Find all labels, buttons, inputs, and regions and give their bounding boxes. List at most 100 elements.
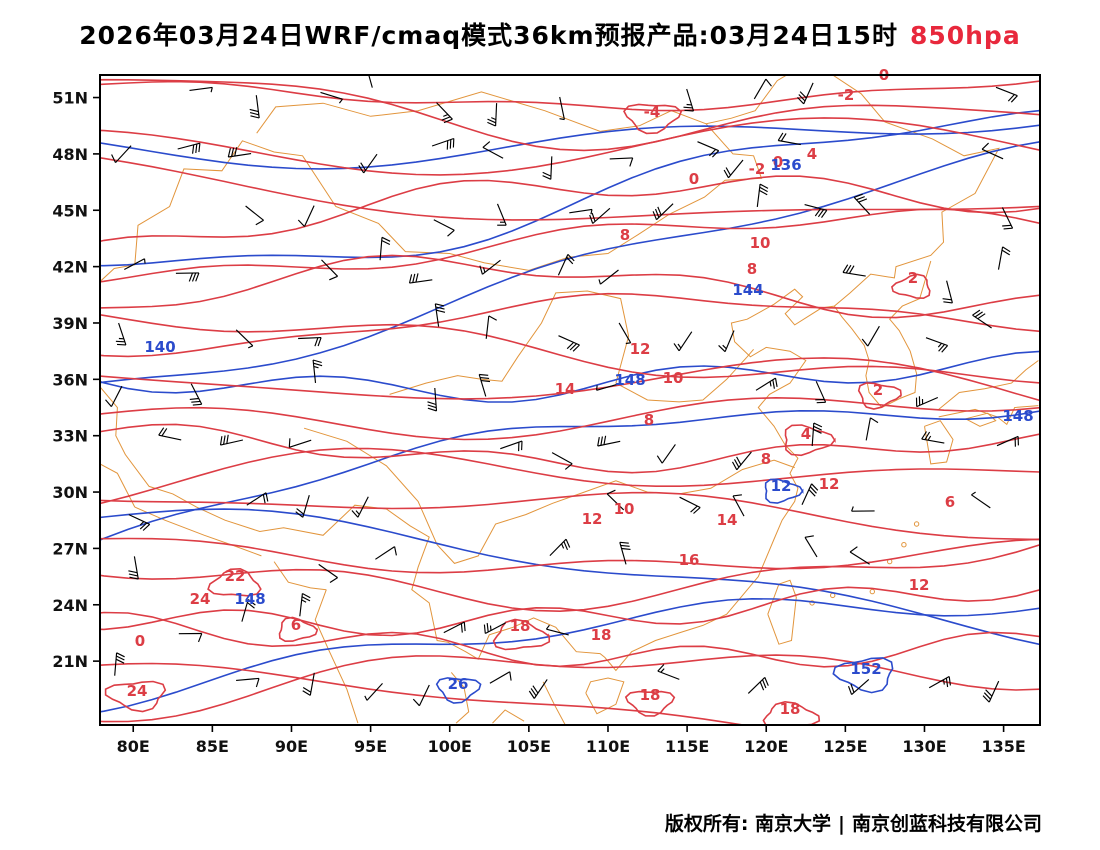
wind-barb <box>482 141 504 159</box>
red-contour-label: -2 <box>838 86 855 104</box>
x-axis-label: 120E <box>744 737 788 756</box>
wind-barb <box>364 683 383 701</box>
wind-barb <box>299 592 311 617</box>
wind-barb <box>731 451 752 471</box>
wind-barb <box>679 496 701 514</box>
wind-barb <box>971 491 991 509</box>
red-contour-label: 24 <box>190 590 211 608</box>
red-contour-label: -4 <box>644 103 661 121</box>
coastline-border-path <box>314 589 359 724</box>
wind-barb <box>245 205 264 226</box>
wind-barb <box>431 137 455 150</box>
chart-title: 2026年03月24日WRF/cmaq模式36km预报产品:03月24日15时 8… <box>0 16 1100 52</box>
wind-barb <box>320 91 343 104</box>
temperature-contour-line <box>100 662 749 725</box>
y-axis-label: 42N <box>52 258 88 277</box>
wind-barb <box>128 556 139 580</box>
coastline-border-path <box>134 506 262 557</box>
wind-barb <box>549 538 571 557</box>
red-contour-label: 12 <box>582 510 603 528</box>
red-contour-label: 18 <box>591 626 612 644</box>
island-outline <box>869 588 875 595</box>
wind-barb <box>496 203 507 226</box>
wind-barb <box>747 676 769 694</box>
wind-barb <box>981 142 1004 160</box>
blue-contour-label: 26 <box>448 675 469 693</box>
temperature-contour-line <box>100 117 1040 176</box>
blue-contour-label: 136 <box>770 156 801 174</box>
temperature-contour-loop <box>890 273 931 300</box>
temperature-contour-loop <box>784 424 836 457</box>
x-axis-label: 115E <box>665 737 709 756</box>
chart-title-pressure-level: 850hpa <box>909 21 1021 50</box>
wind-barb <box>408 273 433 284</box>
wind-barb <box>483 622 506 635</box>
wind-barb <box>358 153 378 174</box>
wind-barb <box>597 435 621 447</box>
red-contour-label: 18 <box>510 617 531 635</box>
temperature-contour-loop <box>104 680 167 713</box>
wind-barb <box>718 330 735 353</box>
height-contour-line <box>100 124 1040 170</box>
coastline-border-path <box>389 290 754 403</box>
wind-barb <box>375 546 397 560</box>
copyright-divider: | <box>838 813 845 835</box>
wind-barb <box>433 219 455 237</box>
wind-barb <box>114 652 125 676</box>
wind-barb <box>219 434 244 446</box>
red-contour-label: 10 <box>750 234 771 252</box>
wind-barb <box>189 383 203 406</box>
temperature-contour-loop <box>207 567 262 597</box>
wind-barb <box>618 322 632 345</box>
temperature-contour-line <box>100 654 1040 723</box>
temperature-contour-loop <box>492 618 551 651</box>
x-axis-label: 95E <box>354 737 387 756</box>
wind-barb <box>723 159 744 179</box>
wind-barb <box>804 204 828 218</box>
temperature-contour-line <box>100 544 1040 613</box>
wind-barb <box>815 381 827 404</box>
wind-barb <box>849 546 870 565</box>
coastline-border-path <box>965 412 997 427</box>
temperature-contour-line <box>100 396 1040 441</box>
red-contour-label: 0 <box>689 170 699 188</box>
wind-barb <box>811 422 823 447</box>
x-axis-label: 130E <box>902 737 946 756</box>
wind-barb <box>656 444 676 464</box>
height-contour-loop <box>435 677 482 704</box>
y-axis-label: 39N <box>52 314 88 333</box>
temperature-contour-line <box>100 537 1040 574</box>
wind-barb <box>241 599 256 622</box>
wind-barb <box>249 95 260 119</box>
wind-barb <box>542 156 553 180</box>
x-axis-label: 135E <box>981 737 1025 756</box>
wind-barb <box>652 203 674 221</box>
wind-barb <box>528 679 548 699</box>
coastline-border-path <box>585 677 625 715</box>
wind-barb <box>997 246 1011 270</box>
temperature-contour-loop <box>278 616 319 643</box>
coastline-border-path <box>273 561 327 591</box>
red-contour-label: 10 <box>663 369 684 387</box>
red-contour-label: 10 <box>614 500 635 518</box>
red-contour-label: 12 <box>909 576 930 594</box>
red-contour-label: 12 <box>630 340 651 358</box>
wind-barb <box>412 684 430 707</box>
temperature-contour-line <box>100 357 1040 402</box>
height-contour-line <box>100 109 1040 267</box>
wind-barb <box>485 315 497 339</box>
wind-barb <box>606 489 625 511</box>
temperature-contour-line <box>100 208 1040 283</box>
island-outline <box>901 542 907 548</box>
coastline-border-path <box>492 709 525 724</box>
coastline-border-path <box>767 579 797 645</box>
copyright-owner: 版权所有: 南京大学 <box>664 813 832 835</box>
y-axis-label: 48N <box>52 145 88 164</box>
wind-barb <box>804 535 818 558</box>
coastline-border-path <box>938 360 1039 410</box>
temperature-contour-line <box>100 80 1040 112</box>
wind-barb <box>558 335 580 352</box>
x-axis-label: 110E <box>586 737 630 756</box>
wind-barb <box>288 438 312 448</box>
